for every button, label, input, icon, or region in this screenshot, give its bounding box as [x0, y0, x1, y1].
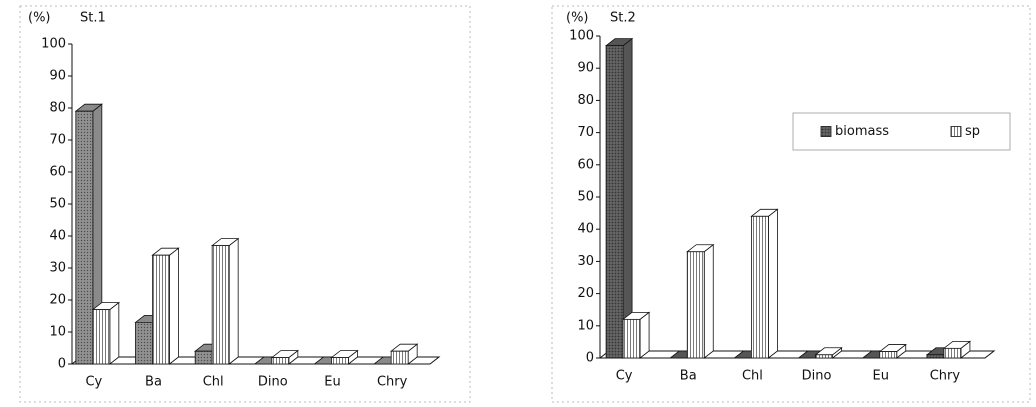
y-tick-label: 70	[577, 125, 594, 140]
x-tick-label: Ba	[145, 375, 162, 390]
y-tick-label: 40	[49, 229, 66, 244]
bar-side	[109, 301, 120, 365]
y-tick-label: 30	[577, 254, 594, 269]
bar-texture	[879, 351, 897, 358]
x-tick-label: Chl	[742, 369, 763, 384]
y-tick-label: 20	[49, 293, 66, 308]
bar-texture	[195, 351, 213, 364]
y-tick-label: 0	[58, 357, 66, 372]
y-tick-label: 90	[577, 61, 594, 76]
legend-label: sp	[965, 124, 980, 139]
bar-side	[639, 311, 650, 359]
bar-texture	[687, 251, 705, 358]
x-tick-label: Cy	[85, 375, 102, 390]
x-tick-label: Eu	[873, 369, 889, 384]
chart-title: St.2	[610, 11, 636, 26]
bar-texture	[75, 111, 93, 364]
x-tick-label: Dino	[802, 369, 832, 384]
bar-side	[622, 37, 633, 359]
bar-texture	[135, 322, 153, 364]
y-tick-label: 80	[49, 101, 66, 116]
x-tick-label: Cy	[616, 369, 633, 384]
y-tick-label: 90	[49, 69, 66, 84]
y-tick-label: 50	[577, 190, 594, 205]
x-tick-label: Chry	[377, 375, 408, 390]
y-tick-label: 10	[49, 325, 66, 340]
y-axis-label: (%)	[566, 11, 589, 26]
x-tick-label: Dino	[258, 375, 288, 390]
y-tick-label: 100	[569, 29, 594, 44]
bar-texture	[926, 354, 944, 358]
bar-texture	[391, 351, 409, 364]
x-tick-label: Chl	[203, 375, 224, 390]
x-tick-label: Ba	[680, 369, 697, 384]
bar-side	[768, 208, 778, 359]
y-tick-label: 60	[49, 165, 66, 180]
chart-title: St.1	[80, 11, 106, 26]
bar-texture	[271, 357, 289, 364]
frame	[19, 5, 471, 403]
bar-texture	[212, 245, 230, 364]
bar-texture	[331, 357, 349, 364]
y-tick-label: 60	[577, 157, 594, 172]
y-tick-label: 80	[577, 93, 594, 108]
legend-swatch-texture	[821, 126, 831, 137]
y-tick-label: 30	[49, 261, 66, 276]
y-tick-label: 50	[49, 197, 66, 212]
bar-texture	[606, 45, 624, 358]
y-tick-label: 0	[586, 351, 594, 366]
y-tick-label: 40	[577, 222, 594, 237]
bar-texture	[751, 216, 769, 358]
legend-swatch-texture	[951, 126, 961, 137]
y-tick-label: 100	[41, 37, 66, 52]
y-tick-label: 20	[577, 286, 594, 301]
y-axis-label: (%)	[28, 11, 51, 26]
bar-side	[703, 243, 714, 359]
bar-texture	[623, 319, 641, 358]
y-tick-label: 10	[577, 318, 594, 333]
y-tick-label: 70	[49, 133, 66, 148]
x-tick-label: Eu	[324, 375, 340, 390]
bar-side	[228, 237, 239, 365]
bar-texture	[943, 348, 961, 358]
frame	[551, 5, 1031, 403]
bar-texture	[92, 309, 110, 364]
legend-label: biomass	[835, 124, 889, 139]
x-tick-label: Chry	[930, 369, 961, 384]
bar-texture	[815, 354, 833, 358]
bar-side	[169, 247, 179, 365]
bar-texture	[152, 255, 170, 364]
